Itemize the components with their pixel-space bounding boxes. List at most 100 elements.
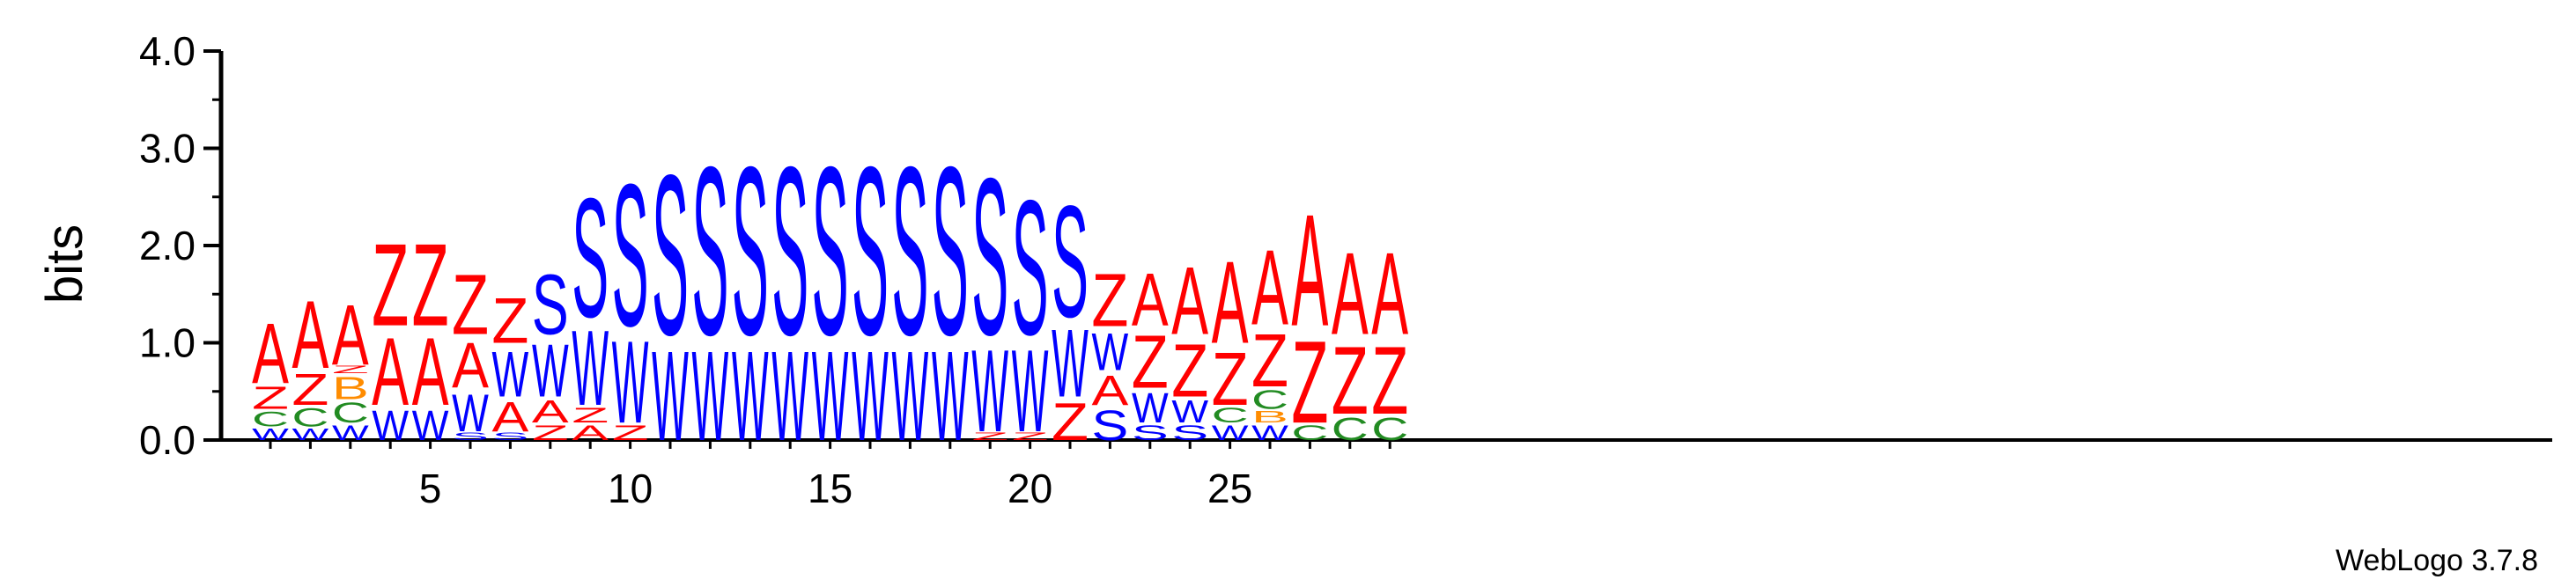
logo-letter-W: W bbox=[252, 425, 289, 444]
logo-letter-W: W bbox=[1092, 323, 1129, 382]
logo-letter-Z: Z bbox=[532, 421, 569, 444]
logo-letter-Z: Z bbox=[332, 363, 369, 375]
logo-stack-10: ZWS bbox=[612, 142, 649, 449]
logo-letter-A: A bbox=[412, 318, 449, 426]
logo-letter-A: A bbox=[372, 318, 409, 426]
logo-letter-A: A bbox=[1212, 238, 1249, 368]
y-tick-label: 4.0 bbox=[139, 28, 196, 74]
logo-letter-Z: Z bbox=[412, 220, 449, 350]
logo-letter-A: A bbox=[1132, 257, 1169, 341]
x-tick-label: 15 bbox=[808, 466, 853, 511]
logo-letter-Z: Z bbox=[1212, 338, 1249, 422]
logo-stack-17: WS bbox=[891, 117, 928, 467]
logo-letter-W: W bbox=[572, 309, 609, 429]
logo-letter-Z: Z bbox=[1132, 320, 1169, 404]
logo-letter-W: W bbox=[1132, 384, 1169, 431]
logo-letter-W: W bbox=[1012, 327, 1049, 458]
logo-stack-20: ZWS bbox=[1012, 161, 1049, 458]
x-tick-label: 10 bbox=[608, 466, 653, 511]
logo-letter-Z: Z bbox=[1012, 430, 1049, 442]
logo-letter-S: S bbox=[1132, 422, 1169, 445]
logo-stack-28: CZA bbox=[1332, 230, 1369, 448]
logo-letter-S: S bbox=[1091, 401, 1128, 449]
logo-letter-W: W bbox=[812, 325, 849, 467]
logo-stack-13: WS bbox=[732, 117, 769, 467]
logo-letter-C: C bbox=[1212, 404, 1249, 427]
x-tick-label: 20 bbox=[1008, 466, 1052, 511]
logo-letter-W: W bbox=[692, 325, 729, 467]
logo-stack-16: WS bbox=[852, 117, 889, 467]
y-tick-label: 3.0 bbox=[139, 126, 196, 172]
logo-letter-C: C bbox=[1332, 412, 1369, 447]
logo-letter-A: A bbox=[1091, 366, 1129, 414]
logo-stack-21: ZWS bbox=[1052, 172, 1089, 451]
logo-letter-Z: Z bbox=[1332, 327, 1369, 435]
logo-letter-S: S bbox=[1012, 161, 1049, 377]
logo-letter-Z: Z bbox=[1052, 393, 1089, 451]
logo-letter-Z: Z bbox=[1371, 327, 1408, 435]
x-ticks: 5 10 15 20 25 bbox=[269, 440, 1391, 511]
logo-letter-A: A bbox=[1371, 230, 1408, 360]
logo-letter-W: W bbox=[971, 327, 1008, 458]
x-tick-label: 5 bbox=[419, 466, 442, 511]
logo-letter-A: A bbox=[532, 394, 569, 429]
logo-stack-5: WAZ bbox=[412, 220, 449, 449]
logo-letter-Z: Z bbox=[612, 421, 649, 444]
logo-letter-S: S bbox=[891, 117, 928, 386]
logo-letter-W: W bbox=[652, 325, 689, 467]
logo-letter-S: S bbox=[932, 117, 969, 386]
logo-letter-B: B bbox=[1251, 407, 1288, 426]
logo-letter-A: A bbox=[452, 330, 489, 402]
logo-letter-Z: Z bbox=[491, 286, 528, 358]
logo-letter-A: A bbox=[491, 393, 529, 440]
logo-letter-A: A bbox=[1171, 246, 1208, 355]
logo-letter-C: C bbox=[332, 397, 369, 428]
logo-stack-15: WS bbox=[812, 117, 849, 467]
logo-stack-11: WS bbox=[652, 128, 689, 467]
logo-letter-S: S bbox=[971, 132, 1008, 382]
logo-letter-W: W bbox=[1212, 421, 1249, 444]
logo-letter-A: A bbox=[572, 422, 609, 445]
logo-letter-Z: Z bbox=[252, 380, 289, 416]
logo-letter-A: A bbox=[332, 288, 369, 383]
logo-letter-S: S bbox=[771, 117, 808, 386]
logo-letter-A: A bbox=[1291, 180, 1328, 359]
logo-letter-S: S bbox=[572, 164, 609, 353]
logo-letter-W: W bbox=[1251, 421, 1288, 444]
logo-letter-C: C bbox=[1251, 385, 1288, 415]
logo-letter-Z: Z bbox=[452, 257, 489, 353]
logo-letter-W: W bbox=[332, 421, 369, 444]
logo-letter-C: C bbox=[252, 407, 289, 430]
y-tick-label: 0.0 bbox=[139, 417, 196, 463]
logo-letter-Z: Z bbox=[372, 220, 409, 350]
y-ticks: 0.0 1.0 2.0 3.0 4.0 bbox=[139, 28, 221, 463]
logo-letter-W: W bbox=[452, 385, 489, 444]
logo-letter-W: W bbox=[292, 425, 329, 444]
logo-letter-A: A bbox=[1332, 230, 1369, 360]
logo-letter-S: S bbox=[452, 430, 489, 443]
y-axis-title: bits bbox=[36, 224, 93, 304]
logo-letter-W: W bbox=[771, 325, 808, 467]
logo-letter-W: W bbox=[412, 401, 449, 449]
logo-letter-A: A bbox=[1251, 229, 1288, 347]
weblogo-credit: WebLogo 3.7.8 bbox=[2336, 544, 2538, 577]
logo-stack-27: CZA bbox=[1291, 180, 1328, 448]
logo-letter-Z: Z bbox=[1171, 329, 1208, 413]
logo-letter-Z: Z bbox=[572, 403, 609, 427]
logo-letter-Z: Z bbox=[971, 430, 1008, 442]
logo-letter-S: S bbox=[852, 117, 889, 386]
logo-letter-W: W bbox=[372, 401, 409, 449]
logo-letter-W: W bbox=[1052, 310, 1089, 417]
logo-letter-A: A bbox=[292, 281, 328, 389]
logo-letter-Z: Z bbox=[292, 364, 328, 415]
logo-letter-A: A bbox=[252, 306, 289, 401]
logo-letter-C: C bbox=[1291, 422, 1328, 444]
logo-stack-12: WS bbox=[691, 117, 728, 467]
